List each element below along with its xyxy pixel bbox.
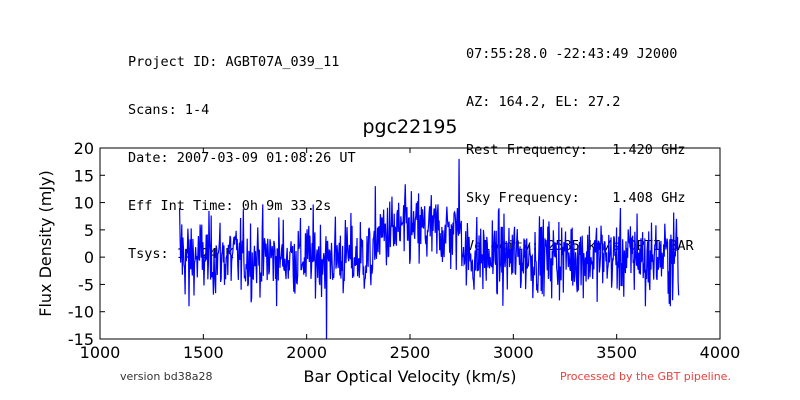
y-tick-label: 5 <box>84 221 94 240</box>
axis-ticks: 1000 1500 2000 2500 3000 3500 4000 -15 -10 -5 0 5 10… <box>68 139 741 362</box>
chart-title: pgc22195 <box>362 116 457 138</box>
header-sky-frequency: Sky Frequency: 1.408 GHz <box>466 190 686 206</box>
y-tick-label: 15 <box>74 166 94 185</box>
y-tick-label: -15 <box>68 330 94 349</box>
x-tick-label: 2000 <box>286 343 327 362</box>
footer-version: version bd38a28 <box>120 370 213 383</box>
header-scans: Scans: 1-4 <box>128 102 210 118</box>
footer-pipeline: Processed by the GBT pipeline. <box>560 370 731 383</box>
y-tick-label: 10 <box>74 194 94 213</box>
x-tick-label: 3000 <box>493 343 534 362</box>
header-az-el: AZ: 164.2, EL: 27.2 <box>466 94 621 110</box>
header-date: Date: 2007-03-09 01:08:26 UT <box>128 150 356 166</box>
header-info-left: Project ID: AGBT07A_039_11 Scans: 1-4 Da… <box>128 22 356 278</box>
x-tick-label: 1000 <box>80 343 121 362</box>
x-tick-label: 2500 <box>390 343 431 362</box>
header-coordinates: 07:55:28.0 -22:43:49 J2000 <box>466 46 678 62</box>
header-rest-frequency: Rest Frequency: 1.420 GHz <box>466 142 686 158</box>
header-project-id: Project ID: AGBT07A_039_11 <box>128 54 340 70</box>
spectrum-series-line <box>178 158 680 339</box>
y-tick-label: 20 <box>74 139 94 158</box>
y-axis-label: Flux Density (mJy) <box>36 170 55 317</box>
y-tick-label: -5 <box>78 275 94 294</box>
x-tick-label: 3500 <box>596 343 637 362</box>
plot-area <box>178 158 680 339</box>
x-axis-label: Bar Optical Velocity (km/s) <box>304 367 517 386</box>
x-tick-label: 4000 <box>700 343 741 362</box>
y-tick-label: 0 <box>84 248 94 267</box>
header-eff-int-time: Eff Int Time: 0h 9m 33.2s <box>128 198 332 214</box>
x-tick-label: 1500 <box>183 343 224 362</box>
y-tick-label: -10 <box>68 303 94 322</box>
